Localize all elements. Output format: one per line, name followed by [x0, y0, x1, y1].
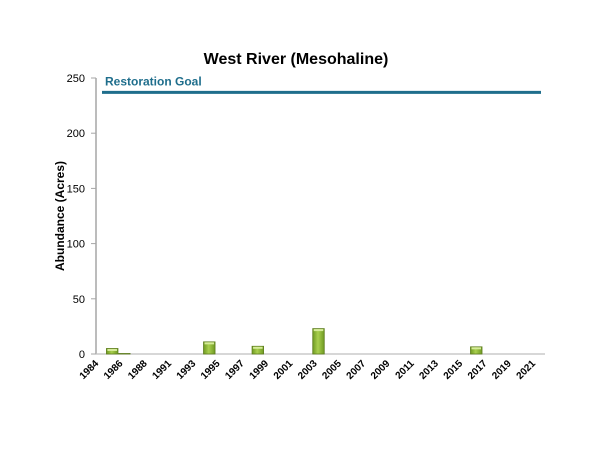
x-tick-label: 2009 [369, 358, 393, 382]
x-tick-label: 1993 [175, 358, 199, 382]
x-tick-label: 1984 [78, 358, 102, 382]
restoration-goal: Restoration Goal [102, 74, 541, 94]
x-tick-label: 2021 [515, 358, 539, 382]
y-tick-label: 50 [73, 294, 85, 306]
y-axis-label: Abundance (Acres) [53, 161, 67, 271]
bar-highlight [313, 329, 324, 332]
bar-2016 [470, 346, 483, 355]
x-tick-label: 2017 [466, 358, 490, 382]
x-tick-label: 2003 [296, 358, 320, 382]
bar-highlight [253, 346, 263, 349]
x-tick-label: 1999 [248, 358, 272, 382]
x-tick-label: 2019 [490, 358, 514, 382]
x-tick-label: 2001 [272, 358, 296, 382]
y-tick-label: 100 [67, 239, 85, 251]
y-tick-label: 0 [79, 349, 85, 361]
bar-highlight [204, 342, 215, 345]
bar-highlight [471, 347, 482, 350]
bar-1986 [118, 353, 131, 355]
bar-highlight [107, 348, 117, 351]
y-tick-label: 150 [67, 183, 85, 195]
bar-1985 [106, 348, 119, 355]
x-tick-label: 1988 [126, 358, 150, 382]
restoration-goal-label: Restoration Goal [105, 74, 202, 88]
y-tick-label: 250 [67, 73, 85, 85]
bar-1994 [203, 341, 216, 355]
x-tick-label: 1986 [102, 358, 126, 382]
x-tick-label: 1997 [223, 358, 247, 382]
x-tick-label: 2007 [345, 358, 369, 382]
bar-1998 [251, 345, 264, 355]
x-tick-label: 2015 [442, 358, 466, 382]
x-tick-label: 2005 [320, 358, 344, 382]
x-tick-label: 2013 [417, 358, 441, 382]
x-axis: 1984 1986 1988 1991 1993 1995 1997 1999 2001 2003… [78, 353, 545, 382]
bars [106, 328, 483, 355]
x-tick-label: 1991 [150, 358, 174, 382]
chart-title: West River (Mesohaline) [204, 51, 389, 68]
x-tick-label: 1995 [199, 358, 223, 382]
bar-2003 [312, 328, 325, 355]
x-tick-label: 2011 [394, 358, 417, 381]
y-axis: 0 50 100 150 200 250 [67, 73, 97, 361]
y-tick-label: 200 [67, 128, 85, 140]
